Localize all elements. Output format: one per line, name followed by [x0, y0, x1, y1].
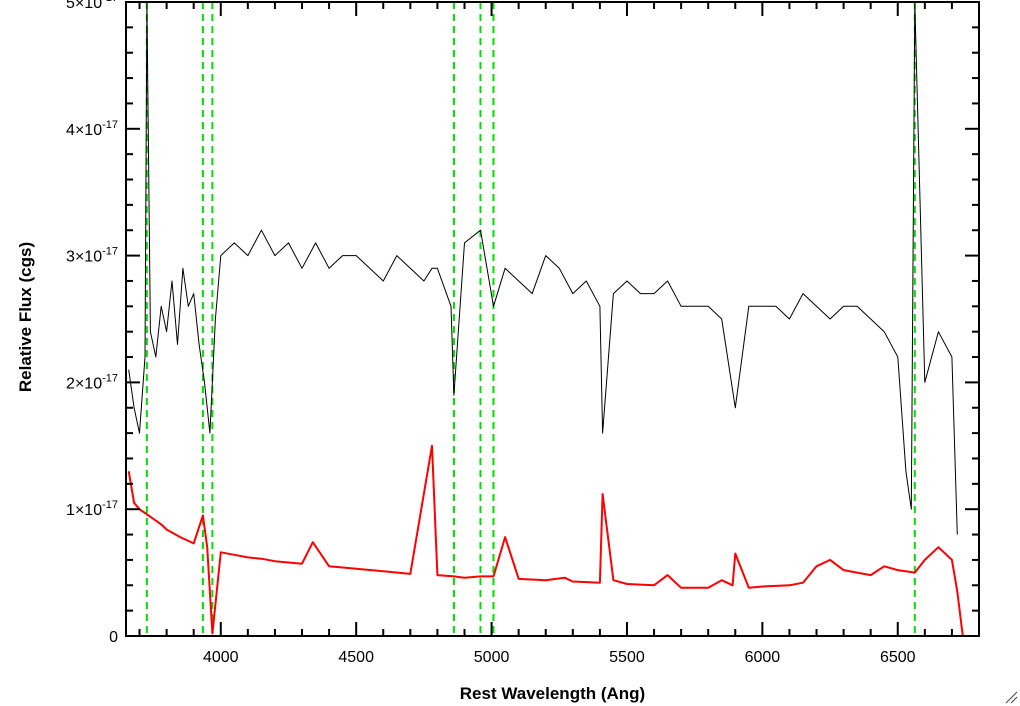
y-axis: 0 1×10-17 2×10-17 3×10-17 4×10-17 5×10-17 [66, 0, 979, 646]
x-axis-title: Rest Wavelength (Ang) [460, 684, 645, 703]
spectrum-series-line [127, 444, 979, 637]
resize-grip-icon[interactable] [1004, 690, 1018, 704]
x-tick-label: 6000 [745, 649, 781, 666]
x-tick-label: 6500 [880, 649, 916, 666]
y-tick-label: 4×10-17 [66, 119, 118, 139]
plot-frame [125, 1, 980, 637]
x-axis: 4000 4500 5000 5500 6000 6500 [138, 2, 980, 666]
series-group [127, 1, 979, 637]
spectrum-series-line [128, 1, 958, 535]
y-axis-title: Relative Flux (cgs) [16, 242, 35, 392]
x-tick-label: 4500 [338, 649, 374, 666]
plot-area [127, 1, 979, 637]
x-tick-label: 5500 [609, 649, 645, 666]
y-tick-label: 2×10-17 [66, 372, 118, 392]
y-tick-label: 0 [109, 629, 118, 646]
y-tick-label: 5×10-17 [66, 0, 118, 12]
y-tick-label: 3×10-17 [66, 246, 118, 266]
x-tick-label: 4000 [203, 649, 239, 666]
x-tick-label: 5000 [474, 649, 510, 666]
y-tick-label: 1×10-17 [66, 499, 118, 519]
reference-lines [145, 2, 916, 636]
